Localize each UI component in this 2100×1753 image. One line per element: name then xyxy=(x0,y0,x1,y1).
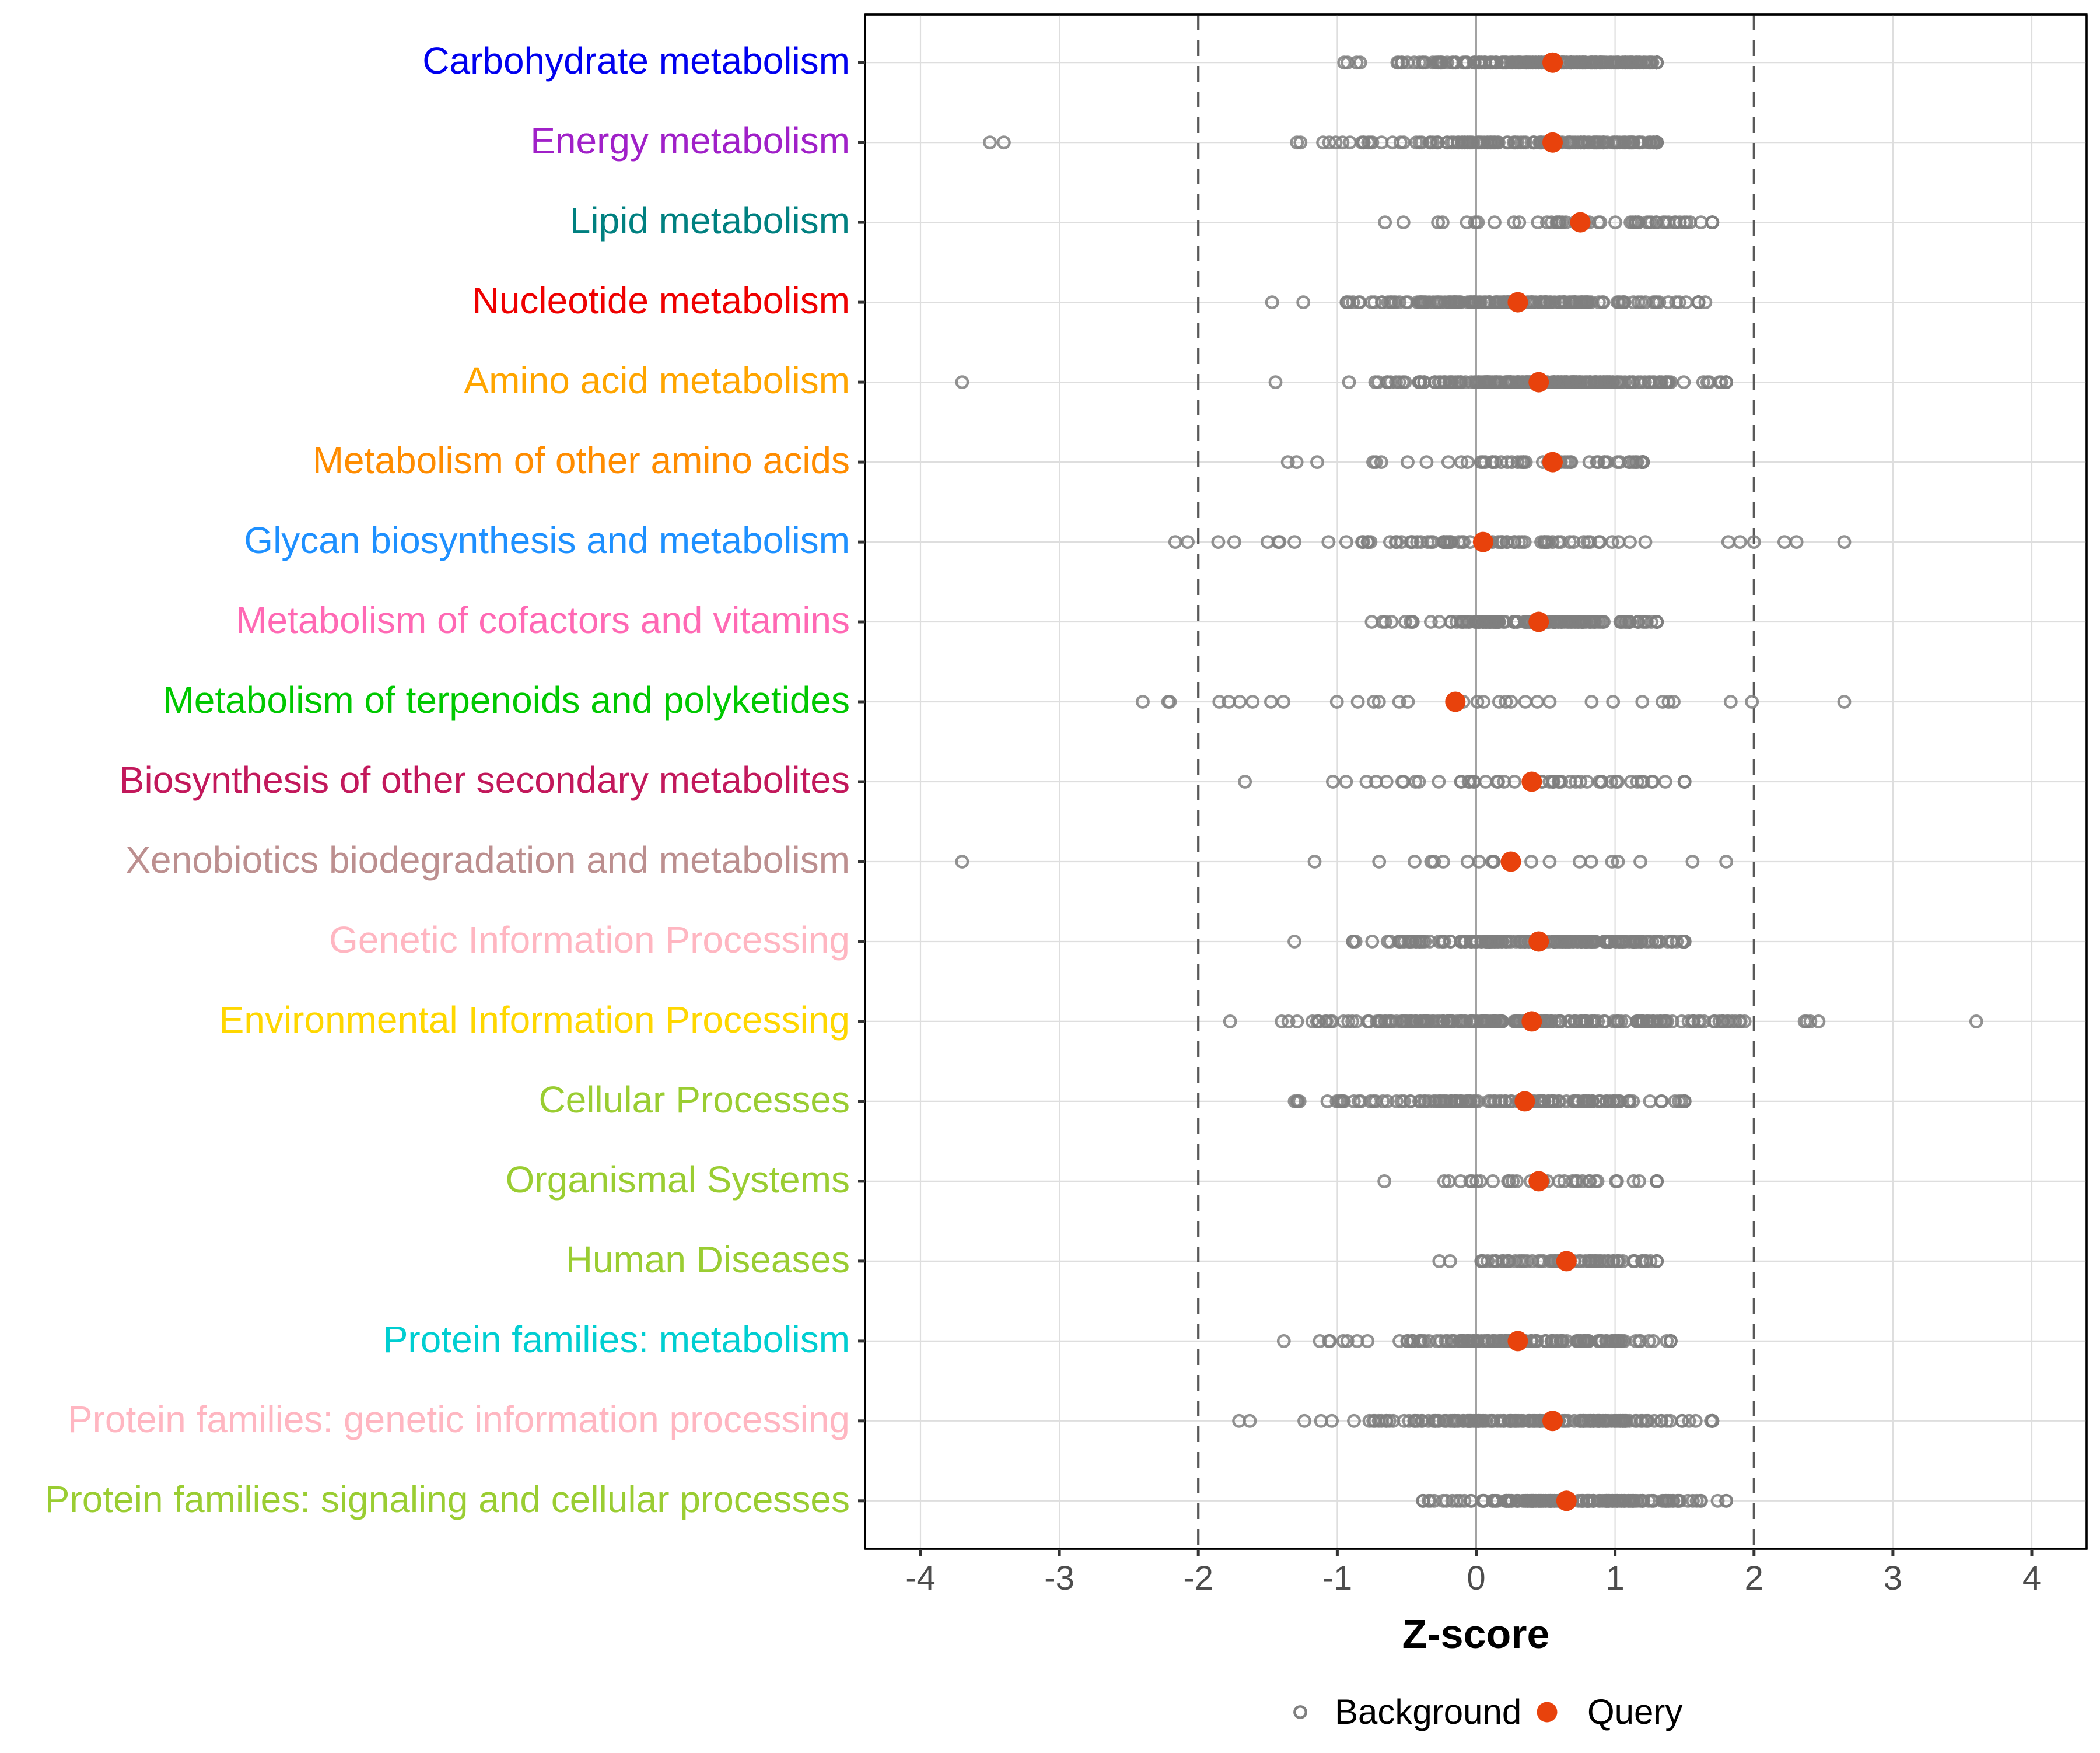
svg-text:Metabolism of other amino acid: Metabolism of other amino acids xyxy=(313,439,850,481)
svg-text:Organismal Systems: Organismal Systems xyxy=(506,1159,850,1201)
svg-text:Query: Query xyxy=(1587,1692,1682,1731)
svg-text:Genetic Information Processing: Genetic Information Processing xyxy=(329,919,850,961)
svg-text:2: 2 xyxy=(1745,1559,1763,1597)
svg-text:-4: -4 xyxy=(905,1559,936,1597)
svg-text:Cellular Processes: Cellular Processes xyxy=(538,1079,850,1121)
svg-text:Carbohydrate metabolism: Carbohydrate metabolism xyxy=(422,40,850,82)
svg-text:3: 3 xyxy=(1884,1559,1902,1597)
svg-text:-1: -1 xyxy=(1322,1559,1353,1597)
svg-text:Protein families: signaling an: Protein families: signaling and cellular… xyxy=(45,1478,850,1520)
svg-text:-2: -2 xyxy=(1183,1559,1213,1597)
svg-text:Metabolism of terpenoids and p: Metabolism of terpenoids and polyketides xyxy=(163,679,850,721)
svg-text:Amino acid metabolism: Amino acid metabolism xyxy=(464,359,850,401)
svg-text:Biosynthesis of other secondar: Biosynthesis of other secondary metaboli… xyxy=(120,759,850,801)
svg-text:Z-score: Z-score xyxy=(1402,1611,1550,1657)
svg-text:Energy metabolism: Energy metabolism xyxy=(530,120,850,162)
svg-text:Protein families: genetic info: Protein families: genetic information pr… xyxy=(68,1398,850,1440)
svg-text:Protein families: metabolism: Protein families: metabolism xyxy=(383,1318,850,1360)
svg-text:Metabolism of cofactors and vi: Metabolism of cofactors and vitamins xyxy=(236,599,850,641)
svg-text:Glycan biosynthesis and metabo: Glycan biosynthesis and metabolism xyxy=(244,519,850,561)
svg-text:Xenobiotics biodegradation and: Xenobiotics biodegradation and metabolis… xyxy=(125,839,850,881)
svg-text:-3: -3 xyxy=(1044,1559,1074,1597)
svg-text:Environmental Information Proc: Environmental Information Processing xyxy=(219,999,850,1041)
svg-text:4: 4 xyxy=(2022,1559,2041,1597)
svg-text:Background: Background xyxy=(1335,1692,1521,1731)
svg-text:0: 0 xyxy=(1466,1559,1485,1597)
svg-text:Human Diseases: Human Diseases xyxy=(566,1238,850,1280)
svg-text:Nucleotide metabolism: Nucleotide metabolism xyxy=(473,279,850,321)
svg-text:Lipid metabolism: Lipid metabolism xyxy=(570,200,850,242)
svg-text:1: 1 xyxy=(1605,1559,1624,1597)
